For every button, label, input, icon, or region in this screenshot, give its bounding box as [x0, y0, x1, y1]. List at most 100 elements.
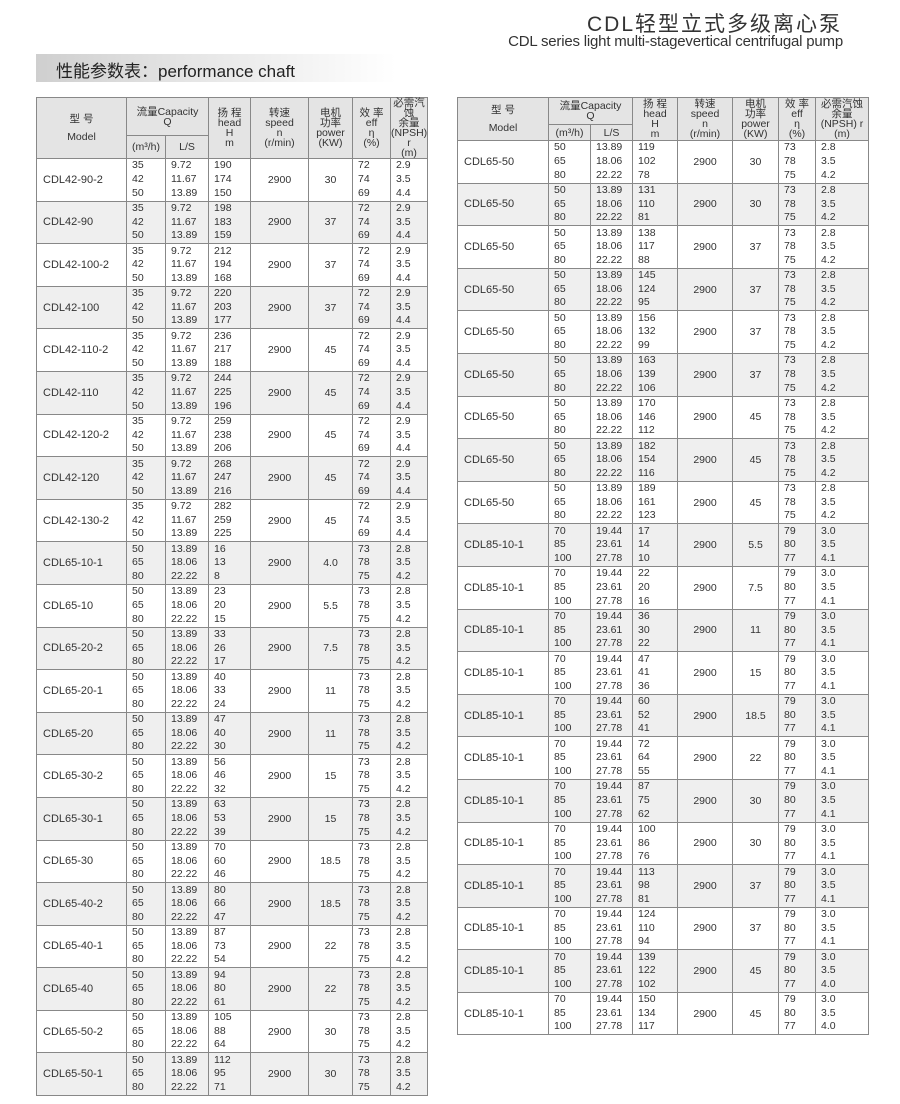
capacity-ls-cell-value: 22.22	[596, 211, 623, 224]
model-cell: CDL85-10-1	[457, 821, 549, 866]
head-cell-value: 132	[638, 325, 656, 338]
npsh-cell: 2.8 3.5 4.2	[390, 839, 429, 884]
capacity-m3h-cell-value: 70	[554, 695, 566, 708]
head-cell-value: 86	[638, 836, 650, 849]
npsh-cell-value: 3.0	[821, 780, 836, 793]
column-header-speed-text: 转速	[694, 98, 716, 110]
model-cell: CDL65-50-2	[36, 1009, 127, 1054]
efficiency-cell-value: 78	[358, 769, 370, 782]
capacity-m3h-cell-value: 35	[132, 244, 144, 257]
npsh-cell-value: 4.1	[821, 722, 836, 735]
model-cell: CDL85-10-1	[457, 565, 549, 610]
table-row: CDL42-120 35 42 50 9.72 11.67 13.89 268 247 216 29…	[36, 456, 429, 500]
capacity-m3h-cell: 50 65 80	[126, 1009, 166, 1054]
capacity-m3h-cell-value: 70	[554, 865, 566, 878]
head-cell-value: 159	[214, 229, 232, 242]
capacity-m3h-cell-value: 65	[132, 982, 144, 995]
capacity-ls-cell: 9.72 11.67 13.89	[164, 200, 210, 245]
npsh-cell-value: 2.8	[821, 482, 836, 495]
capacity-ls-cell-value: 18.06	[171, 726, 198, 739]
speed-cell: 2900	[250, 967, 310, 1011]
efficiency-cell-value: 73	[784, 396, 796, 409]
efficiency-cell-value: 78	[784, 240, 796, 253]
capacity-m3h-cell: 70 85 100	[548, 778, 591, 823]
column-header-m3h: (m³/h)	[126, 135, 166, 159]
head-cell-value: 39	[214, 825, 226, 838]
head-cell-value: 236	[214, 329, 232, 342]
column-header-power: 电机 功率 power (KW)	[308, 97, 354, 159]
npsh-cell-value: 2.8	[821, 269, 836, 282]
head-cell-value: 123	[638, 509, 656, 522]
efficiency-cell-value: 72	[358, 457, 370, 470]
capacity-ls-cell-value: 13.89	[171, 585, 198, 598]
model-cell: CDL65-50	[457, 182, 549, 227]
table-row: CDL65-30 50 65 80 13.89 18.06 22.22 70 60 46 2900 1…	[36, 839, 429, 884]
head-cell: 282 259 225	[208, 498, 252, 543]
capacity-ls-cell-value: 22.22	[596, 424, 623, 437]
head-cell-value: 33	[214, 684, 226, 697]
capacity-ls-cell-value: 27.78	[596, 679, 623, 692]
capacity-ls-cell-value: 23.61	[596, 793, 623, 806]
column-header-eff-text: η	[794, 118, 800, 130]
head-cell-value: 81	[638, 211, 650, 224]
efficiency-cell-value: 79	[784, 865, 796, 878]
column-header-eff: 效 率 eff η (%)	[778, 97, 817, 141]
npsh-cell-value: 2.8	[396, 1011, 411, 1024]
table-row: CDL65-50 50 65 80 13.89 18.06 22.22 145 124 95 290…	[457, 267, 870, 312]
head-cell-value: 196	[214, 399, 232, 412]
capacity-m3h-cell-value: 65	[554, 410, 566, 423]
capacity-ls-cell-value: 13.89	[171, 527, 198, 540]
npsh-cell-value: 2.8	[396, 968, 411, 981]
head-cell-value: 203	[214, 300, 232, 313]
capacity-m3h-cell: 70 85 100	[548, 523, 591, 567]
capacity-m3h-cell: 35 42 50	[126, 158, 166, 202]
column-header-npsh: 必需汽蚀 余量 (NPSH) r (m)	[815, 97, 870, 141]
efficiency-cell-value: 75	[358, 697, 370, 710]
efficiency-cell-value: 73	[358, 542, 370, 555]
head-cell-value: 117	[638, 240, 655, 253]
npsh-cell: 3.0 3.5 4.1	[815, 608, 870, 653]
npsh-cell-value: 2.8	[396, 713, 411, 726]
npsh-cell: 3.0 3.5 4.1	[815, 693, 870, 738]
capacity-m3h-cell: 50 65 80	[126, 839, 166, 884]
npsh-cell-value: 4.2	[396, 953, 411, 966]
capacity-m3h-cell-value: 42	[132, 428, 144, 441]
head-cell: 47 40 30	[208, 711, 252, 756]
efficiency-cell: 79 80 77	[778, 778, 817, 823]
head-cell-value: 119	[638, 141, 655, 154]
head-cell-value: 124	[638, 282, 656, 295]
column-header-speed: 转速 speed n (r/min)	[677, 97, 734, 141]
capacity-ls-cell-value: 19.44	[596, 609, 623, 622]
power-cell: 45	[308, 370, 354, 415]
capacity-m3h-cell-value: 42	[132, 471, 144, 484]
efficiency-cell-value: 77	[784, 679, 796, 692]
speed-cell: 2900	[250, 1052, 310, 1097]
efficiency-cell-value: 75	[784, 509, 796, 522]
npsh-cell-value: 2.8	[821, 184, 836, 196]
head-cell-value: 98	[638, 879, 650, 892]
npsh-cell-value: 3.5	[396, 513, 411, 526]
capacity-m3h-cell-value: 70	[554, 609, 566, 622]
capacity-m3h-cell-value: 35	[132, 372, 144, 385]
head-cell-value: 106	[638, 381, 656, 394]
efficiency-cell-value: 75	[784, 168, 796, 181]
capacity-ls-cell-value: 19.44	[596, 908, 623, 921]
capacity-m3h-cell-value: 50	[554, 141, 566, 154]
capacity-m3h-cell-value: 80	[132, 782, 144, 795]
npsh-cell-value: 3.5	[821, 155, 836, 167]
speed-cell: 2900	[250, 882, 310, 926]
npsh-cell-value: 4.4	[396, 442, 411, 455]
head-cell-value: 194	[214, 258, 232, 271]
capacity-m3h-cell-value: 100	[554, 722, 572, 735]
npsh-cell-value: 3.5	[821, 538, 836, 551]
power-cell: 4.0	[308, 541, 354, 585]
npsh-cell-value: 3.5	[396, 300, 411, 313]
speed-cell: 2900	[677, 906, 734, 951]
power-cell: 7.5	[732, 565, 780, 610]
power-cell: 5.5	[732, 523, 780, 567]
speed-cell: 2900	[677, 267, 734, 312]
capacity-ls-cell: 13.89 18.06 22.22	[589, 140, 634, 184]
head-cell: 100 86 76	[632, 821, 679, 866]
capacity-ls-cell-value: 22.22	[596, 296, 623, 309]
efficiency-cell-value: 75	[784, 296, 796, 309]
